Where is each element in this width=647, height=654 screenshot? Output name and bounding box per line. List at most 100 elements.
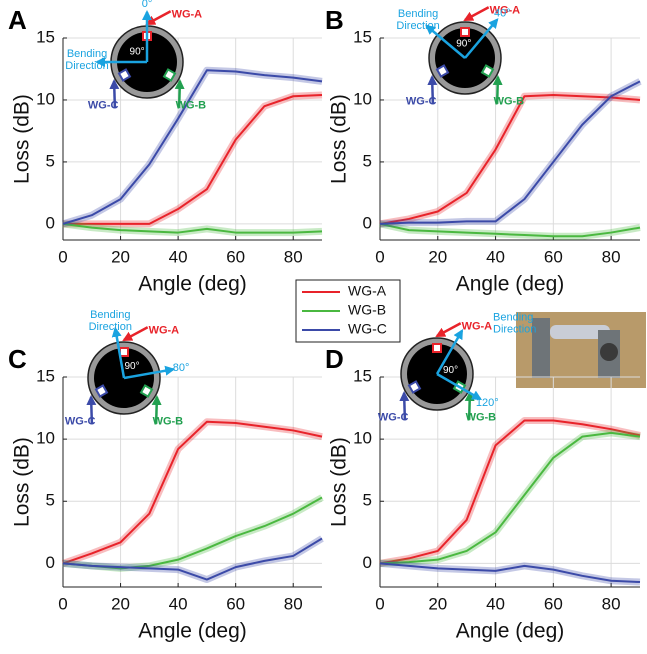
x-tick-label: 80 bbox=[284, 594, 303, 613]
y-tick-label: 5 bbox=[46, 151, 55, 170]
waveguide-arrow bbox=[463, 6, 490, 22]
waveguide bbox=[460, 27, 470, 37]
bending-label: Direction bbox=[89, 321, 132, 333]
bending-label: Bending bbox=[67, 48, 107, 60]
center-angle: 90° bbox=[443, 365, 458, 376]
y-tick-label: 15 bbox=[36, 27, 55, 46]
y-axis-label: Loss (dB) bbox=[328, 437, 351, 527]
y-tick-label: 0 bbox=[363, 553, 372, 572]
y-axis-label: Loss (dB) bbox=[328, 94, 351, 184]
waveguide bbox=[117, 68, 132, 82]
series-line bbox=[379, 431, 641, 565]
bending-label: Bending bbox=[90, 309, 130, 321]
waveguide-arrow bbox=[86, 395, 97, 424]
waveguide-arrow bbox=[122, 326, 149, 342]
waveguide bbox=[435, 64, 450, 78]
x-tick-label: 20 bbox=[428, 594, 447, 613]
bending-arrow bbox=[435, 328, 464, 375]
panel-label: D bbox=[325, 344, 344, 374]
x-tick-label: 40 bbox=[169, 594, 188, 613]
legend-box bbox=[295, 279, 401, 343]
series-line bbox=[62, 420, 323, 565]
bending-label: Direction bbox=[493, 323, 536, 335]
panel-label: B bbox=[325, 5, 344, 35]
waveguide-arrow bbox=[174, 79, 185, 108]
x-tick-label: 40 bbox=[169, 247, 188, 266]
series-line bbox=[62, 69, 323, 225]
legend-label: WG-B bbox=[348, 302, 386, 318]
x-axis-label: Angle (deg) bbox=[456, 273, 565, 296]
waveguide-label: WG-B bbox=[153, 416, 184, 428]
photo bbox=[516, 312, 646, 388]
series-band bbox=[379, 91, 641, 228]
angle-label: 40° bbox=[494, 7, 511, 19]
waveguide-arrow bbox=[492, 75, 503, 104]
waveguide-arrow bbox=[427, 75, 438, 104]
angle-label: 80° bbox=[173, 362, 190, 374]
waveguide-label: WG-C bbox=[88, 100, 119, 112]
y-axis-label: Loss (dB) bbox=[11, 94, 34, 184]
y-tick-label: 10 bbox=[353, 89, 372, 108]
x-axis-label: Angle (deg) bbox=[138, 273, 247, 296]
waveguide-label: WG-A bbox=[462, 320, 493, 332]
center-angle: 90° bbox=[124, 361, 139, 372]
x-axis-label: Angle (deg) bbox=[138, 620, 247, 643]
angle-arrow bbox=[464, 18, 499, 59]
waveguide-arrow bbox=[145, 10, 172, 26]
series-band bbox=[63, 91, 323, 228]
angle-label: 0° bbox=[142, 0, 153, 10]
waveguide-label: WG-B bbox=[494, 96, 525, 108]
legend-label: WG-C bbox=[348, 321, 387, 337]
bending-label: Direction bbox=[65, 60, 108, 72]
series-line bbox=[62, 537, 323, 581]
x-tick-label: 0 bbox=[375, 247, 384, 266]
waveguide-arrow bbox=[151, 395, 162, 424]
panel-label: A bbox=[8, 5, 27, 35]
angle-arrow bbox=[123, 365, 176, 380]
y-tick-label: 5 bbox=[46, 491, 55, 510]
center-angle: 90° bbox=[130, 47, 145, 58]
y-tick-label: 0 bbox=[46, 553, 55, 572]
waveguide-label: WG-A bbox=[172, 8, 203, 20]
waveguide bbox=[407, 380, 422, 394]
y-tick-label: 15 bbox=[36, 366, 55, 385]
waveguide-arrow bbox=[109, 79, 120, 108]
series-line bbox=[63, 94, 323, 225]
waveguide-label: WG-A bbox=[490, 4, 521, 16]
y-tick-label: 5 bbox=[363, 491, 372, 510]
legend: WG-A WG-B WG-C bbox=[295, 279, 401, 343]
waveguide-label: WG-B bbox=[466, 412, 497, 424]
x-tick-label: 0 bbox=[58, 594, 67, 613]
waveguide-arrow bbox=[399, 391, 410, 420]
series-line bbox=[62, 222, 323, 234]
series-line bbox=[379, 94, 641, 225]
waveguide-label: WG-B bbox=[176, 100, 207, 112]
x-tick-label: 60 bbox=[226, 247, 245, 266]
angle-label: 120° bbox=[476, 397, 499, 409]
series-band bbox=[61, 418, 323, 567]
y-tick-label: 5 bbox=[363, 151, 372, 170]
waveguide-label: WG-C bbox=[65, 416, 96, 428]
bending-label: Bending bbox=[398, 8, 438, 20]
y-tick-label: 0 bbox=[46, 213, 55, 232]
bending-arrow bbox=[425, 24, 466, 59]
x-tick-label: 60 bbox=[544, 247, 563, 266]
x-tick-label: 80 bbox=[602, 247, 621, 266]
bending-label: Bending bbox=[493, 311, 533, 323]
waveguide bbox=[432, 343, 442, 353]
y-tick-label: 10 bbox=[353, 429, 372, 448]
waveguide-arrow bbox=[464, 391, 475, 420]
angle-arrow bbox=[436, 372, 483, 401]
center-angle: 90° bbox=[456, 39, 471, 50]
x-tick-label: 60 bbox=[226, 594, 245, 613]
waveguide bbox=[162, 68, 177, 82]
waveguide-label: WG-A bbox=[149, 324, 180, 336]
x-tick-label: 60 bbox=[544, 594, 563, 613]
waveguide-label: WG-C bbox=[406, 96, 437, 108]
bending-label: Direction bbox=[396, 20, 439, 32]
x-tick-label: 40 bbox=[486, 247, 505, 266]
